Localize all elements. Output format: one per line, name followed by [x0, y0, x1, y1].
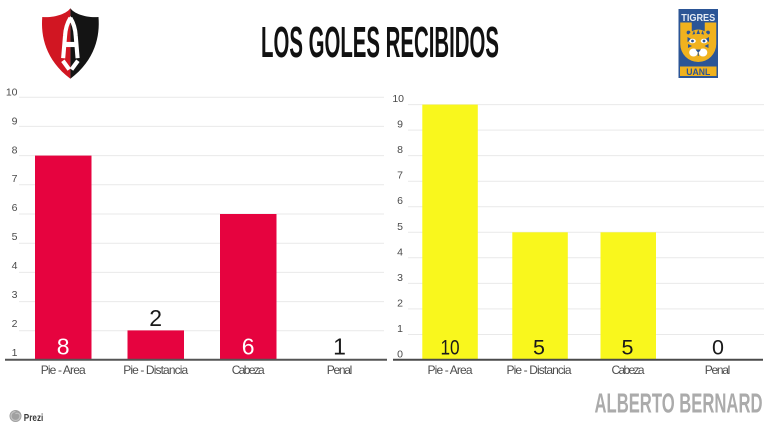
svg-text:2: 2: [149, 305, 162, 331]
svg-text:3: 3: [12, 289, 18, 301]
svg-text:Penal: Penal: [327, 363, 353, 377]
svg-text:8: 8: [57, 334, 70, 360]
svg-text:5: 5: [12, 231, 18, 243]
svg-text:10: 10: [6, 86, 18, 98]
svg-text:6: 6: [397, 195, 403, 207]
svg-text:1: 1: [397, 323, 403, 335]
svg-text:10: 10: [440, 336, 459, 360]
svg-text:Pie - Distancia: Pie - Distancia: [507, 363, 572, 377]
svg-text:1: 1: [12, 347, 18, 359]
svg-text:2: 2: [12, 318, 18, 330]
svg-text:8: 8: [397, 144, 403, 156]
svg-text:UANL: UANL: [686, 67, 710, 77]
svg-text:5: 5: [397, 221, 403, 233]
svg-text:8: 8: [12, 144, 18, 156]
svg-text:4: 4: [12, 260, 18, 272]
svg-text:LOS GOLES RECIBIDOS: LOS GOLES RECIBIDOS: [261, 19, 499, 67]
svg-text:6: 6: [12, 202, 18, 214]
svg-text:9: 9: [397, 119, 403, 131]
svg-text:0: 0: [712, 336, 724, 360]
svg-text:10: 10: [392, 93, 404, 105]
svg-text:9: 9: [12, 115, 18, 127]
svg-text:5: 5: [533, 336, 545, 360]
svg-text:Penal: Penal: [705, 363, 731, 377]
svg-text:Cabeza: Cabeza: [232, 363, 265, 377]
svg-text:0: 0: [397, 349, 403, 361]
svg-text:Pie - Distancia: Pie - Distancia: [123, 363, 188, 377]
svg-text:6: 6: [242, 334, 255, 360]
svg-text:Pie - Area: Pie - Area: [41, 363, 86, 377]
svg-text:Pie - Area: Pie - Area: [428, 363, 473, 377]
svg-text:5: 5: [622, 336, 634, 360]
svg-text:Cabeza: Cabeza: [612, 363, 645, 377]
svg-text:3: 3: [397, 272, 403, 284]
svg-text:ALBERTO BERNARD: ALBERTO BERNARD: [595, 387, 763, 418]
svg-text:4: 4: [397, 246, 403, 258]
svg-text:1: 1: [333, 334, 346, 360]
svg-text:7: 7: [12, 173, 18, 185]
svg-text:2: 2: [397, 297, 403, 309]
svg-text:TIGRES: TIGRES: [681, 13, 715, 24]
svg-text:7: 7: [397, 170, 403, 182]
svg-text:Prezi: Prezi: [24, 412, 44, 424]
